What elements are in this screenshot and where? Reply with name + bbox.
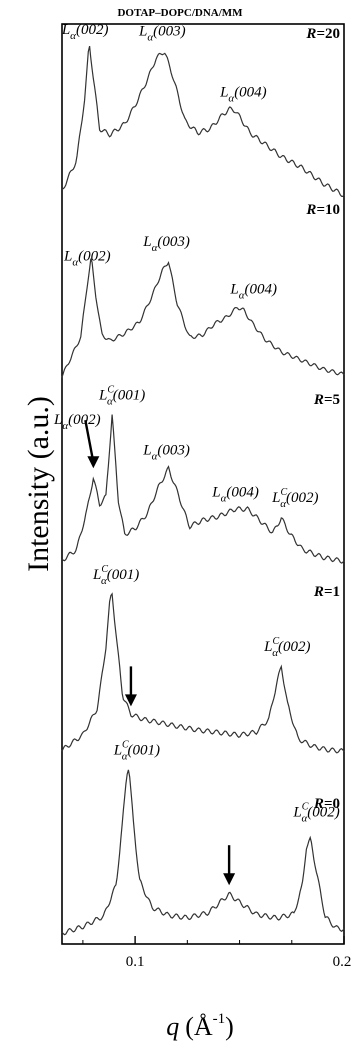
peak-label: Lα(002) bbox=[61, 22, 109, 42]
annotation-arrow bbox=[84, 419, 100, 469]
peak-label: Lα(002) bbox=[63, 249, 111, 269]
peak-label: LC α(002) bbox=[271, 487, 318, 510]
x-axis-unit-close: ) bbox=[225, 1012, 234, 1041]
peak-label: LC α(001) bbox=[98, 385, 145, 408]
annotation-arrow bbox=[223, 845, 236, 886]
series-line-3 bbox=[61, 592, 345, 754]
series-line-1 bbox=[61, 258, 345, 378]
peak-label: Lα(004) bbox=[211, 484, 259, 504]
peak-label: LC α(001) bbox=[92, 564, 139, 587]
series-name-label-1: R=10 bbox=[305, 202, 340, 218]
peak-label: Lα(003) bbox=[142, 234, 190, 254]
x-axis-unit-exponent: -1 bbox=[213, 1011, 226, 1027]
series-line-0 bbox=[61, 45, 345, 198]
series-name-label-3: R=1 bbox=[313, 584, 340, 600]
x-axis-variable: q bbox=[166, 1012, 179, 1041]
peak-label-layer: R=20 Lα(002) Lα(003) Lα(004) R=10 Lα(002) Lα(0… bbox=[53, 22, 340, 825]
series-layer bbox=[61, 45, 345, 936]
x-axis-label: q (Å-1) bbox=[166, 1011, 234, 1041]
series-line-4 bbox=[61, 769, 345, 936]
series-line-2 bbox=[61, 414, 345, 564]
y-axis-label: Intensity (a.u.) bbox=[22, 396, 55, 572]
peak-label: Lα(002) bbox=[53, 412, 101, 432]
peak-label: LC α(002) bbox=[292, 802, 339, 825]
series-name-label-2: R=5 bbox=[313, 392, 340, 408]
peak-label: Lα(003) bbox=[138, 24, 186, 44]
peak-label: LC α(001) bbox=[113, 739, 160, 762]
x-tick-label: 0.2 bbox=[333, 954, 352, 970]
peak-label: Lα(004) bbox=[219, 85, 267, 105]
peak-label: LC α(002) bbox=[263, 636, 310, 659]
series-name-label-4: R=0 bbox=[313, 796, 340, 812]
x-tick-label: 0.1 bbox=[126, 954, 145, 970]
x-axis-ticks: 0.1 0.2 bbox=[82, 936, 352, 970]
series-name-label-0: R=20 bbox=[305, 26, 340, 42]
chart-title: DOTAP–DOPC/DNA/MM bbox=[117, 7, 243, 19]
x-axis-unit: (Å bbox=[185, 1012, 213, 1041]
arrow-layer bbox=[84, 419, 236, 886]
peak-label: Lα(004) bbox=[229, 281, 277, 301]
peak-label: Lα(003) bbox=[142, 443, 190, 463]
annotation-arrow bbox=[124, 666, 137, 707]
plot-frame bbox=[61, 23, 345, 945]
